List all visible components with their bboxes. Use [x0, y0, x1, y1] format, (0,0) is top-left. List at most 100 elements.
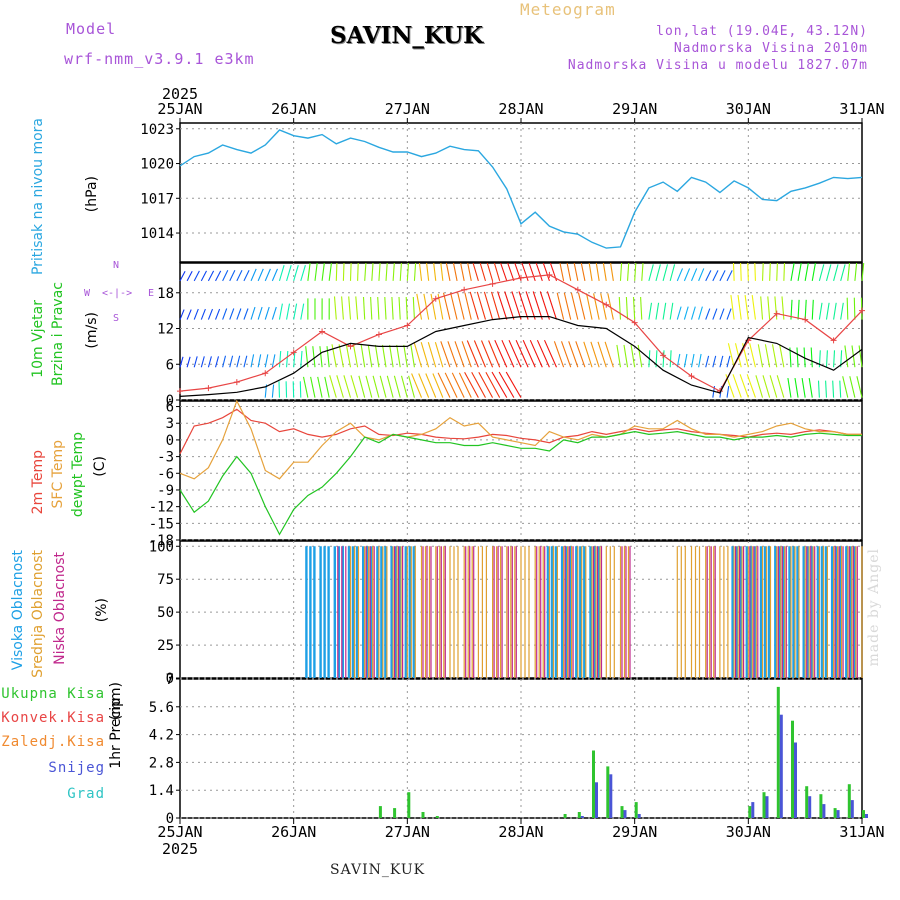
wind-arrow	[528, 262, 536, 282]
wind-arrow	[430, 293, 437, 320]
wind-arrow	[372, 375, 380, 398]
wind-arrow	[329, 375, 337, 398]
wind-arrow	[705, 308, 711, 320]
wind-arrow	[193, 270, 200, 282]
wind-arrow	[817, 380, 820, 398]
wind-arrow	[186, 309, 192, 320]
precip-bar-rain	[776, 686, 780, 818]
coords-label: lon,lat (19.04E, 43.12N)	[656, 24, 868, 39]
wind-arrow	[250, 354, 255, 368]
wind-arrow	[521, 262, 529, 282]
wind-gust-marker	[802, 316, 809, 323]
wind-arrow	[640, 296, 643, 320]
credit-text: made by Angel	[866, 548, 882, 667]
wind-arrow	[385, 262, 388, 281]
cloud-ytick-label: 100	[149, 539, 174, 555]
wind-arrow	[568, 341, 579, 368]
wind-arrow	[464, 371, 479, 398]
wind-arrow	[432, 373, 444, 398]
wind-arrow	[317, 376, 323, 398]
wind-arrow	[471, 371, 486, 398]
wind-arrow	[616, 344, 622, 368]
wind-gust-marker	[205, 385, 212, 392]
wind-arrow	[399, 262, 402, 281]
wind-arrow	[307, 262, 311, 281]
wind-arrow	[440, 262, 444, 281]
wind-arrow	[655, 264, 661, 282]
station-title: SAVIN_KUK	[330, 22, 484, 49]
pressure-ytick-label: 1023	[140, 122, 174, 138]
precip-bar-rain	[378, 806, 382, 818]
wind-arrow	[200, 308, 206, 320]
precip-ytick-label: 5.6	[149, 700, 174, 716]
wind-arrow	[488, 340, 501, 368]
wind-arrow	[222, 308, 228, 320]
pressure-ytick-label: 1014	[140, 226, 174, 242]
wind-arrow	[300, 350, 303, 368]
wind-arrow	[278, 350, 282, 368]
wind-arrow	[842, 376, 849, 398]
precip-bar-rain	[563, 814, 567, 818]
wind-arrow	[808, 378, 813, 398]
wind-arrow	[250, 306, 256, 320]
wind-arrow	[508, 339, 522, 368]
wind-arrow	[300, 265, 306, 282]
precip-ytick-label: 4.2	[149, 728, 174, 744]
wind-arrow	[460, 262, 465, 281]
wind-arrow	[341, 296, 344, 320]
wind-arrow	[486, 262, 494, 282]
wind-arrow	[381, 344, 387, 368]
wind-arrow	[458, 372, 472, 398]
wind-arrow	[333, 296, 337, 320]
top-axis-label: 29JAN	[612, 100, 657, 118]
wind-arrow	[669, 302, 674, 320]
wind-arrow	[583, 341, 593, 368]
wind-arrow	[712, 270, 719, 282]
wind-arrow	[801, 378, 806, 398]
bottom-axis-label: 31JAN	[839, 823, 884, 841]
precip-ytick-label: 7	[166, 672, 174, 688]
wind-arrow	[732, 374, 742, 398]
wind-arrow	[818, 264, 825, 282]
wind-arrow	[776, 375, 785, 398]
wind-arrow	[405, 296, 408, 320]
wind-arrow	[293, 303, 298, 320]
wind-arrow	[698, 306, 703, 320]
wind-arrow	[853, 297, 856, 320]
precip-bar-snow	[751, 802, 755, 818]
compass-rose: N W E S <-|->	[80, 258, 160, 328]
wind-arrow	[331, 344, 337, 368]
wind-gust-marker	[461, 286, 468, 293]
wind-arrow	[769, 375, 778, 398]
wind-arrow	[200, 356, 205, 368]
wind-arrow	[371, 262, 374, 281]
compass-arrow-icon: <-|->	[102, 288, 133, 299]
wind-arrow	[426, 262, 430, 281]
wind-arrow	[727, 343, 735, 368]
precip-bar-snow	[637, 814, 641, 818]
wind-arrow	[840, 264, 846, 282]
wind-arrow	[328, 262, 332, 281]
wind-arrow	[532, 291, 543, 320]
wind-arrows	[179, 262, 865, 398]
wind-arrow	[278, 303, 283, 320]
wind-arrow	[825, 302, 830, 320]
wind-arrow	[271, 384, 275, 398]
temp-ytick-label: 0	[166, 433, 174, 449]
wind-arrow	[490, 291, 501, 320]
wind-arrow	[466, 340, 479, 368]
wind-arrow	[410, 344, 415, 368]
wind-arrow	[536, 339, 550, 368]
wind-arrow	[370, 296, 373, 320]
wind-arrow	[757, 344, 764, 368]
bottom-axis-label: 26JAN	[271, 823, 316, 841]
wind-arrow	[408, 375, 415, 398]
wind-arrow	[737, 295, 742, 320]
wind-arrow	[271, 306, 277, 320]
wind-arrow	[357, 262, 359, 281]
wind-arrow	[378, 262, 381, 281]
wind-arrow	[719, 308, 725, 320]
wind-arrow	[186, 271, 193, 282]
precip-bar-snow	[623, 810, 627, 818]
wind-arrow	[434, 342, 444, 368]
